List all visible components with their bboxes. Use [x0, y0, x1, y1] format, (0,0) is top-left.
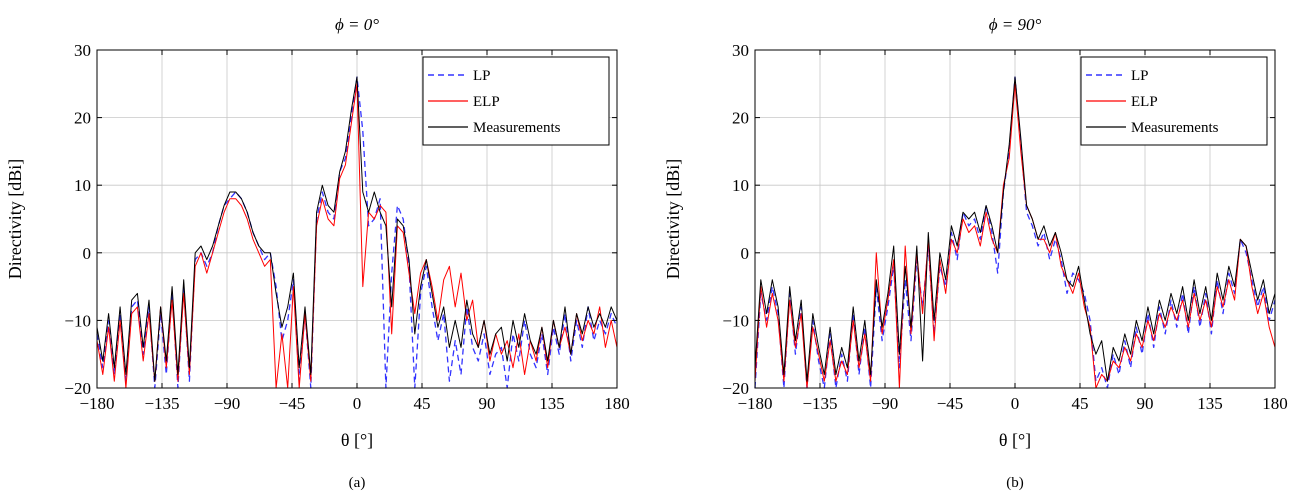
y-tick-label: 10 — [74, 176, 91, 195]
series-lines — [754, 76, 1276, 389]
chart-title: ϕ = 0° — [335, 15, 379, 34]
y-tick-label: 30 — [74, 41, 91, 60]
y-tick-label: −10 — [722, 311, 749, 330]
x-tick-label: 135 — [539, 394, 565, 413]
legend-item-lp: LP — [1086, 68, 1149, 84]
y-tick-label: 20 — [74, 109, 91, 128]
panel-caption: (b) — [1006, 475, 1024, 491]
x-tick-label: 90 — [479, 394, 496, 413]
y-tick-label: 10 — [732, 176, 749, 195]
legend-label-measurements: Measurements — [473, 120, 561, 136]
legend-item-measurements: Measurements — [1086, 120, 1219, 136]
x-tick-label: 180 — [604, 394, 630, 413]
y-tick-label: 0 — [741, 244, 750, 263]
x-tick-label: −135 — [802, 394, 837, 413]
series-line-elp — [754, 83, 1276, 389]
x-tick-label: 90 — [1137, 394, 1154, 413]
legend: LP ELP Measurements — [1080, 56, 1268, 146]
x-tick-label: −45 — [279, 394, 306, 413]
series-line-measurements — [96, 76, 618, 382]
legend-item-measurements: Measurements — [428, 120, 561, 136]
x-tick-label: 135 — [1197, 394, 1223, 413]
series-lines — [96, 76, 618, 389]
legend-label-lp: LP — [1131, 68, 1149, 84]
chart-title: ϕ = 90° — [989, 15, 1042, 34]
x-tick-label: −45 — [937, 394, 964, 413]
series-line-measurements — [754, 76, 1276, 382]
y-tick-label: 0 — [83, 244, 92, 263]
legend-item-elp: ELP — [428, 94, 500, 110]
legend-item-lp: LP — [428, 68, 491, 84]
panel-caption: (a) — [349, 475, 366, 491]
x-tick-label: −135 — [144, 394, 179, 413]
axis-ticks: −180 −135 −90 −45 0 45 90 135 180 −20 −10 0 10 20 30 — [64, 41, 629, 413]
axis-ticks: −180 −135 −90 −45 0 45 90 135 180 −20 −10 0 10 20 30 — [722, 41, 1287, 413]
x-tick-label: −90 — [214, 394, 241, 413]
y-tick-label: 20 — [732, 109, 749, 128]
x-tick-label: −180 — [79, 394, 114, 413]
legend-label-lp: LP — [473, 68, 491, 84]
y-tick-label: −20 — [722, 379, 749, 398]
x-tick-label: −90 — [872, 394, 899, 413]
chart-panel-b: −180 −135 −90 −45 0 45 90 135 180 −20 −10 0 10 20 30 ϕ… — [663, 15, 1288, 491]
legend-label-measurements: Measurements — [1131, 120, 1219, 136]
x-tick-label: 0 — [353, 394, 362, 413]
legend-label-elp: ELP — [1131, 94, 1158, 110]
chart-panel-a: −180 −135 −90 −45 0 45 90 135 180 −20 −10 0 10 20 30 ϕ… — [5, 15, 630, 491]
legend-box — [1080, 56, 1268, 146]
legend-item-elp: ELP — [1086, 94, 1158, 110]
legend: LP ELP Measurements — [422, 56, 610, 146]
x-axis-label: θ [°] — [341, 430, 373, 450]
y-tick-label: 30 — [732, 41, 749, 60]
y-axis-label: Directivity [dBi] — [663, 159, 683, 279]
x-tick-label: −180 — [737, 394, 772, 413]
y-axis-label: Directivity [dBi] — [5, 159, 25, 279]
x-tick-label: 45 — [414, 394, 431, 413]
y-tick-label: −10 — [64, 311, 91, 330]
y-tick-label: −20 — [64, 379, 91, 398]
x-tick-label: 45 — [1072, 394, 1089, 413]
x-tick-label: 0 — [1011, 394, 1020, 413]
legend-label-elp: ELP — [473, 94, 500, 110]
x-tick-label: 180 — [1262, 394, 1288, 413]
x-axis-label: θ [°] — [999, 430, 1031, 450]
